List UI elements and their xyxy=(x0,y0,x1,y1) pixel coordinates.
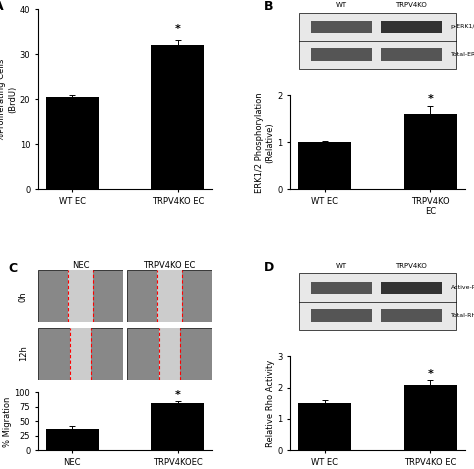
Text: 0h: 0h xyxy=(19,291,27,302)
Text: *: * xyxy=(427,94,433,104)
Text: Active-RhoA: Active-RhoA xyxy=(451,285,474,290)
Text: *: * xyxy=(427,369,433,379)
Title: NEC: NEC xyxy=(72,260,89,270)
Y-axis label: ERK1/2 Phosphorylation
(Relative): ERK1/2 Phosphorylation (Relative) xyxy=(255,92,275,193)
Y-axis label: %Proliferating Cells
(BrdU): %Proliferating Cells (BrdU) xyxy=(0,58,17,141)
Bar xyxy=(311,281,372,294)
Bar xyxy=(404,385,456,450)
Bar xyxy=(381,281,442,294)
Text: TRPV4KO: TRPV4KO xyxy=(395,2,427,8)
Text: p-ERK1/2: p-ERK1/2 xyxy=(451,24,474,30)
Bar xyxy=(381,48,442,61)
Bar xyxy=(151,403,204,450)
Bar xyxy=(311,21,372,33)
Text: TRPV4KO: TRPV4KO xyxy=(395,263,427,269)
Text: 12h: 12h xyxy=(19,346,27,362)
Bar xyxy=(298,403,351,450)
Bar xyxy=(70,327,91,379)
Text: A: A xyxy=(0,0,4,14)
Text: B: B xyxy=(264,0,274,13)
Bar xyxy=(159,327,180,379)
Bar xyxy=(381,309,442,322)
Text: *: * xyxy=(175,391,181,401)
Bar xyxy=(381,21,442,33)
Bar xyxy=(298,143,351,189)
Bar xyxy=(151,45,204,189)
Title: TRPV4KO EC: TRPV4KO EC xyxy=(144,260,196,270)
Y-axis label: % Migration: % Migration xyxy=(3,396,12,446)
Bar xyxy=(311,48,372,61)
Text: WT: WT xyxy=(336,2,347,8)
Bar xyxy=(311,309,372,322)
Text: D: D xyxy=(264,261,274,274)
Text: *: * xyxy=(175,24,181,34)
Bar xyxy=(46,429,99,450)
Bar xyxy=(157,270,182,322)
Text: C: C xyxy=(8,263,18,275)
Bar xyxy=(68,270,93,322)
Bar xyxy=(46,97,99,189)
Y-axis label: Relative Rho Activity: Relative Rho Activity xyxy=(265,360,274,447)
Text: Total-RhoA: Total-RhoA xyxy=(451,313,474,318)
Text: WT: WT xyxy=(336,263,347,269)
Bar xyxy=(404,114,456,189)
Text: Total-ERK1/2: Total-ERK1/2 xyxy=(451,52,474,57)
